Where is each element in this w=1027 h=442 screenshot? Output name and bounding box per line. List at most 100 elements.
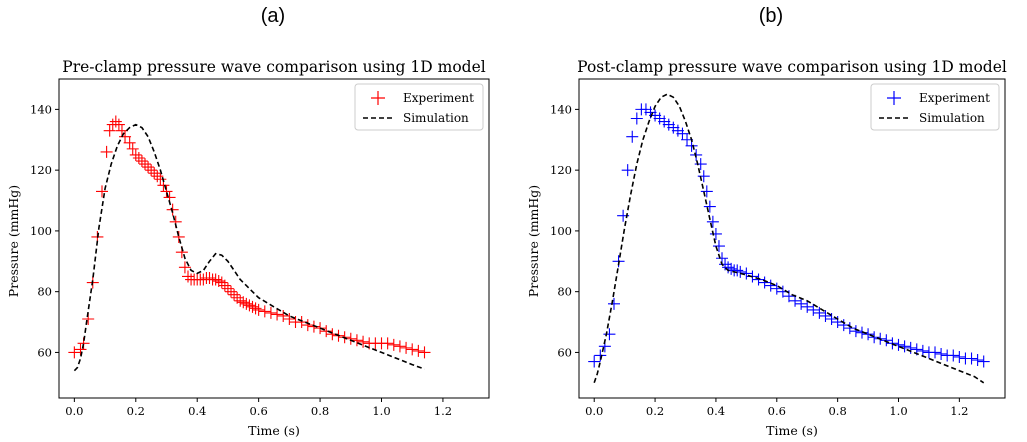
- data-point: [129, 148, 142, 161]
- data-point: [947, 349, 960, 362]
- data-point: [135, 155, 148, 168]
- data-point: [667, 121, 680, 134]
- x-tick-label: 0.6: [249, 404, 267, 418]
- data-point: [916, 344, 929, 357]
- data-point: [148, 167, 161, 180]
- y-tick-label: 80: [557, 285, 572, 299]
- data-point: [307, 320, 320, 333]
- data-point: [676, 127, 689, 140]
- data-point: [630, 112, 643, 125]
- data-point: [712, 240, 725, 253]
- data-point: [357, 335, 370, 348]
- data-point: [703, 200, 716, 213]
- x-tick-label: 0.4: [707, 404, 725, 418]
- simulation-line: [593, 93, 985, 384]
- data-point: [126, 142, 139, 155]
- data-point: [412, 344, 425, 357]
- data-point: [694, 158, 707, 171]
- legend-swatch: [887, 91, 901, 105]
- data-point: [671, 124, 684, 137]
- data-point: [145, 164, 158, 177]
- data-point: [115, 124, 128, 137]
- data-point: [271, 308, 284, 321]
- panel-label-a: (a): [261, 5, 285, 27]
- data-point: [182, 270, 194, 283]
- data-point: [929, 346, 942, 359]
- legend: Experiment Simulation: [870, 83, 1000, 131]
- data-point: [243, 299, 256, 312]
- data-point: [807, 303, 820, 316]
- data-point: [112, 118, 125, 131]
- series-experiment: [68, 115, 431, 359]
- data-point: [218, 279, 231, 292]
- data-point: [862, 328, 875, 341]
- x-tick-label: 1.0: [372, 404, 390, 418]
- data-point: [825, 313, 838, 326]
- x-tick-label: 1.2: [950, 404, 968, 418]
- data-point: [626, 130, 639, 143]
- series-simulation: [73, 123, 425, 372]
- data-point: [151, 170, 164, 183]
- data-point: [621, 164, 634, 177]
- data-point: [350, 334, 363, 347]
- x-axis-label: Time (s): [766, 423, 818, 438]
- y-tick-label: 80: [37, 285, 52, 299]
- data-point: [283, 313, 296, 326]
- data-point: [658, 115, 671, 128]
- data-point: [178, 261, 191, 274]
- data-point: [221, 282, 234, 295]
- data-point: [225, 285, 237, 298]
- y-axis-label: Pressure (mmHg): [6, 185, 21, 297]
- data-point: [96, 185, 108, 198]
- x-tick-label: 0.0: [585, 404, 603, 418]
- data-point: [387, 338, 400, 351]
- data-point: [971, 354, 984, 367]
- data-point: [849, 325, 862, 338]
- data-point: [977, 355, 990, 368]
- data-point: [400, 341, 413, 354]
- data-point: [653, 112, 666, 125]
- data-point: [819, 309, 832, 322]
- data-point: [843, 322, 856, 335]
- x-tick-label: 0.2: [127, 404, 145, 418]
- legend-label: Simulation: [403, 111, 469, 125]
- data-point: [252, 303, 265, 316]
- data-point: [68, 346, 81, 359]
- data-point: [154, 173, 167, 186]
- legend-label: Simulation: [919, 111, 985, 125]
- y-tick-label: 100: [550, 224, 572, 238]
- x-tick-label: 0.0: [65, 404, 83, 418]
- data-point: [801, 300, 814, 313]
- data-point: [758, 276, 771, 289]
- data-point: [100, 145, 113, 158]
- data-point: [172, 230, 185, 243]
- y-tick-label: 120: [30, 163, 52, 177]
- data-point: [234, 294, 247, 307]
- data-point: [203, 271, 216, 284]
- data-point: [868, 331, 881, 344]
- data-point: [103, 124, 116, 137]
- data-point: [320, 325, 333, 338]
- legend-label: Experiment: [919, 91, 990, 105]
- data-point: [277, 309, 290, 322]
- data-point: [813, 306, 826, 319]
- x-tick-label: 0.8: [311, 404, 329, 418]
- legend-swatch: [371, 91, 385, 105]
- data-point: [418, 346, 431, 359]
- data-point: [709, 227, 722, 240]
- y-tick-label: 60: [37, 345, 52, 359]
- plot-frame: [58, 78, 490, 399]
- series-experiment: [588, 103, 990, 368]
- y-tick-label: 100: [30, 224, 52, 238]
- data-point: [603, 328, 616, 341]
- data-point: [212, 275, 225, 288]
- data-point: [109, 115, 122, 128]
- y-tick-label: 140: [30, 102, 52, 116]
- data-point: [160, 185, 173, 198]
- data-point: [731, 264, 744, 277]
- data-point: [215, 276, 228, 289]
- chart-panel-pre-clamp: Pre-clamp pressure wave comparison using…: [6, 58, 490, 438]
- data-point: [166, 203, 179, 216]
- data-point: [381, 337, 394, 350]
